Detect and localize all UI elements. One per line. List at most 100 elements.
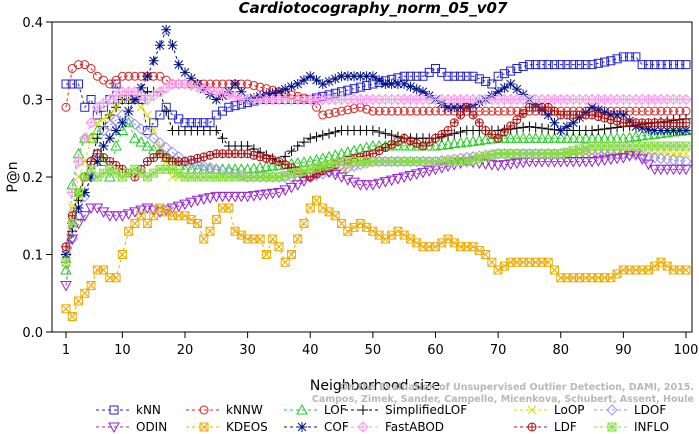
data-point-ldf bbox=[518, 108, 528, 118]
data-point-cof bbox=[555, 125, 566, 136]
data-point-ldf bbox=[474, 118, 484, 128]
legend-marker-odin bbox=[108, 422, 120, 434]
legend-label-knnw: kNNW bbox=[226, 403, 263, 417]
data-point-inflo bbox=[487, 150, 497, 160]
data-point-cof bbox=[324, 76, 335, 87]
data-point-simplifiedlof bbox=[217, 133, 228, 144]
data-point-knn bbox=[449, 71, 459, 81]
x-tick-label: 90 bbox=[615, 343, 632, 358]
data-point-odin bbox=[385, 175, 398, 187]
data-point-knn bbox=[549, 60, 559, 70]
data-point-knn bbox=[518, 62, 528, 72]
data-point-simplifiedlof bbox=[605, 123, 616, 134]
data-point-ldf bbox=[681, 118, 691, 128]
data-point-knn bbox=[606, 56, 616, 66]
series-markers-inflo bbox=[61, 141, 691, 267]
data-point-ldof bbox=[129, 118, 141, 131]
data-point-odin bbox=[235, 191, 248, 203]
data-point-lof bbox=[636, 129, 649, 141]
data-point-knn bbox=[224, 102, 234, 112]
data-point-odin bbox=[604, 154, 617, 166]
data-point-kdeos bbox=[681, 265, 691, 275]
data-point-cof bbox=[674, 125, 685, 136]
watermark-line-2: On the Evaluation of Unsupervised Outlie… bbox=[340, 382, 694, 393]
data-point-kdeos bbox=[61, 304, 71, 314]
data-point-cof bbox=[292, 79, 303, 89]
data-point-knn bbox=[675, 60, 685, 70]
data-point-inflo bbox=[681, 141, 691, 151]
data-point-kdeos bbox=[117, 250, 127, 259]
data-point-kdeos bbox=[280, 257, 290, 267]
legend-item-knn: kNN bbox=[96, 403, 161, 417]
data-point-inflo bbox=[318, 161, 328, 171]
data-point-odin bbox=[592, 156, 605, 167]
data-point-knn bbox=[512, 64, 522, 73]
data-point-inflo bbox=[67, 219, 77, 228]
legend-label-knn: kNN bbox=[136, 403, 161, 417]
data-point-loop bbox=[92, 118, 102, 128]
data-point-knn bbox=[86, 95, 96, 104]
legend-label-inflo: INFLO bbox=[634, 420, 669, 434]
data-point-fastabod bbox=[85, 117, 97, 129]
data-point-knnw bbox=[662, 106, 672, 116]
data-point-ldf bbox=[456, 110, 466, 120]
data-point-knnw bbox=[249, 81, 259, 91]
data-point-knn bbox=[462, 71, 472, 81]
data-point-odin bbox=[91, 203, 104, 215]
data-point-simplifiedlof bbox=[543, 123, 554, 134]
data-point-inflo bbox=[305, 164, 315, 174]
data-point-ldof bbox=[429, 155, 442, 168]
data-point-odin bbox=[642, 159, 655, 171]
data-point-cof bbox=[305, 71, 316, 82]
data-point-odin bbox=[172, 201, 185, 213]
data-point-odin bbox=[423, 166, 436, 177]
data-point-cof bbox=[236, 86, 247, 97]
data-point-knnw bbox=[631, 106, 641, 116]
data-point-loop bbox=[149, 126, 159, 135]
data-point-lof bbox=[548, 132, 561, 143]
data-point-cof bbox=[330, 73, 341, 84]
legend-item-inflo: INFLO bbox=[594, 420, 669, 434]
data-point-odin bbox=[185, 197, 198, 209]
data-point-knn bbox=[600, 57, 610, 67]
data-point-odin bbox=[273, 188, 285, 199]
legend-marker-inflo bbox=[607, 422, 617, 432]
data-point-ldf bbox=[61, 242, 71, 252]
legend-label-ldf: LDF bbox=[554, 420, 577, 434]
data-point-odin bbox=[511, 158, 523, 170]
data-point-odin bbox=[97, 207, 110, 218]
data-point-loop bbox=[86, 133, 96, 143]
data-point-cof bbox=[142, 71, 153, 82]
data-point-cof bbox=[618, 110, 629, 120]
data-point-cof bbox=[380, 79, 391, 89]
legend-item-cof: COF bbox=[284, 420, 349, 434]
legend-item-odin: ODIN bbox=[96, 420, 167, 434]
data-point-cof bbox=[117, 117, 128, 128]
x-tick-label: 70 bbox=[490, 343, 507, 358]
data-point-lof bbox=[523, 132, 536, 143]
data-point-ldof bbox=[680, 155, 692, 168]
data-point-ldf bbox=[412, 138, 422, 148]
legend-item-loop: LoOP bbox=[514, 403, 585, 417]
data-point-odin bbox=[110, 211, 122, 222]
data-point-cof bbox=[79, 187, 90, 198]
data-point-odin bbox=[103, 211, 116, 222]
data-point-inflo bbox=[274, 172, 284, 182]
axes-layer: 1 10 20 30 40 50 60 70 80 90 100 0.0 0.1 0.2 0.3 0.4 bbox=[22, 16, 698, 358]
legend-label-odin: ODIN bbox=[136, 420, 167, 434]
data-point-knn bbox=[474, 74, 484, 84]
data-point-inflo bbox=[74, 188, 84, 197]
data-point-odin bbox=[78, 211, 91, 222]
legend-marker-kdeos bbox=[199, 422, 209, 432]
data-point-odin bbox=[179, 199, 191, 211]
x-tick-label: 10 bbox=[114, 343, 131, 358]
data-point-inflo bbox=[324, 160, 334, 170]
x-tick-label: 40 bbox=[302, 343, 319, 358]
data-point-kdeos bbox=[67, 312, 77, 321]
data-point-lof bbox=[266, 160, 279, 171]
data-point-odin bbox=[567, 157, 580, 168]
x-tick-label: 30 bbox=[239, 343, 256, 358]
data-point-ldof bbox=[135, 123, 147, 135]
data-point-cof bbox=[349, 71, 360, 82]
data-point-odin bbox=[655, 164, 667, 176]
